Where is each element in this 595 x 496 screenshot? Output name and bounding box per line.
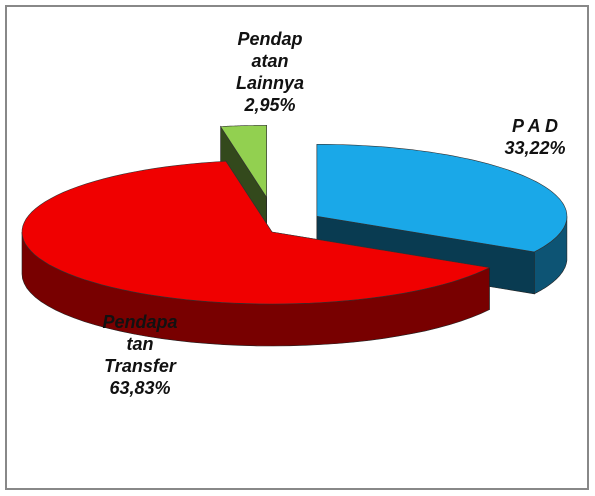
slice-label: Pendap atan Lainnya xyxy=(236,29,304,93)
value-label: 2,95% xyxy=(243,95,295,115)
slice-top xyxy=(316,144,568,253)
slice-label: Pendapa tan Transfer xyxy=(102,312,177,376)
value-label: 33,22% xyxy=(504,138,565,158)
pie-slice xyxy=(21,160,491,347)
slice-top xyxy=(21,160,491,305)
slice-top xyxy=(220,125,267,199)
value-label: 63,83% xyxy=(109,378,170,398)
slice-label: P A D xyxy=(512,116,558,136)
